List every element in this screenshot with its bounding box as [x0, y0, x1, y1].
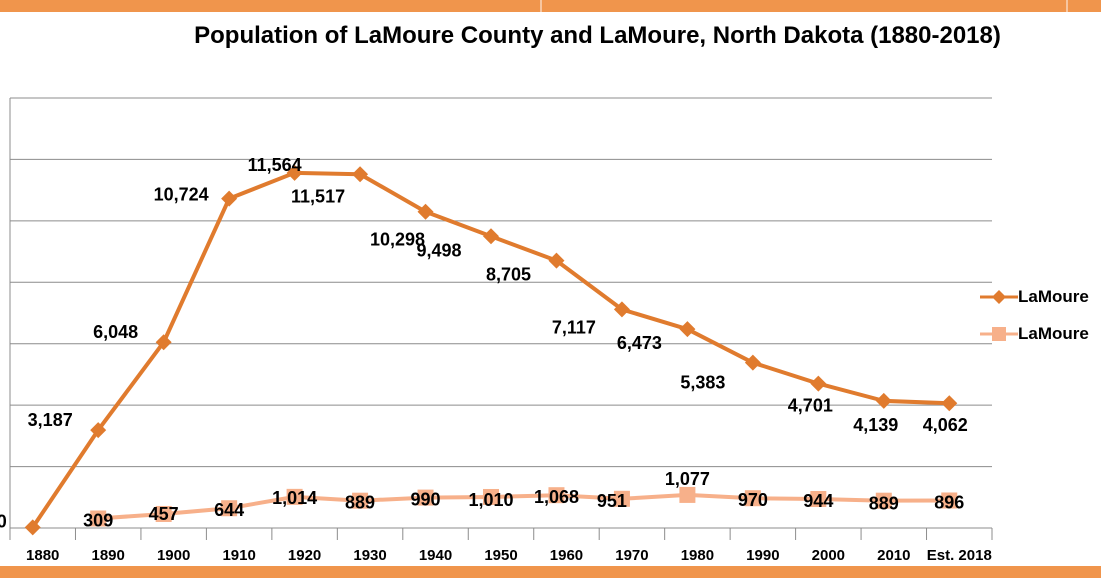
- data-label: 4,062: [923, 415, 968, 435]
- series-1: [24, 164, 958, 536]
- data-point: [352, 166, 369, 183]
- data-point: [286, 164, 303, 181]
- data-label: 889: [345, 493, 375, 513]
- data-label: 1,010: [468, 490, 513, 510]
- data-point: [875, 392, 892, 409]
- data-point: [417, 489, 434, 506]
- series-line: [98, 492, 950, 521]
- x-axis-ticks: [9, 528, 993, 540]
- data-point: [613, 490, 630, 507]
- data-point: [155, 505, 172, 522]
- series-2: [90, 486, 958, 527]
- data-label: 10,298: [370, 230, 425, 250]
- data-point: [941, 395, 958, 412]
- data-point: [548, 487, 565, 504]
- top-bar-separator: [1066, 0, 1068, 12]
- data-label: 3,187: [28, 410, 73, 430]
- x-tick-label: 1900: [157, 547, 190, 564]
- top-bar-separator: [540, 0, 542, 12]
- gridlines: [10, 97, 992, 529]
- series-line: [31, 170, 950, 529]
- x-tick-label: 1940: [419, 547, 452, 564]
- data-label: 990: [411, 490, 441, 510]
- x-tick-label: 1990: [746, 547, 779, 564]
- data-label: 889: [869, 494, 899, 514]
- data-point: [90, 422, 107, 439]
- chart-title: Population of LaMoure County and LaMoure…: [194, 22, 1001, 49]
- data-label: 6,473: [617, 333, 662, 353]
- data-labels: 20 3,187 6,048 10,724 11,564 11,517 10,2989,49…: [0, 155, 968, 532]
- data-label: 457: [149, 504, 179, 524]
- data-label: 1,068: [534, 487, 579, 507]
- x-tick-label: 1920: [288, 547, 321, 564]
- data-label: 4,701: [788, 396, 833, 416]
- data-label: 7,117: [552, 317, 596, 337]
- data-point: [24, 519, 41, 536]
- data-label: 1,014: [272, 488, 317, 508]
- data-label: 8,705: [486, 265, 531, 285]
- data-label: 1,077: [665, 469, 710, 489]
- x-tick-label: Est. 2018: [927, 547, 992, 564]
- x-tick-label: 1930: [353, 547, 386, 564]
- data-label: 11,564: [248, 155, 302, 175]
- data-point: [679, 486, 696, 503]
- x-tick-label: 1970: [615, 547, 648, 564]
- legend-marker-diamond: [980, 290, 1018, 304]
- data-point: [90, 510, 107, 527]
- x-tick-label: 1980: [681, 547, 714, 564]
- data-point: [810, 491, 827, 508]
- legend-item-series-1: LaMoure: [980, 285, 1089, 309]
- data-point: [483, 228, 499, 245]
- bottom-accent-bar: [0, 566, 1101, 578]
- data-label: 970: [738, 490, 768, 510]
- data-point: [548, 252, 565, 269]
- data-label: 6,048: [93, 322, 138, 342]
- data-label: 5,383: [680, 373, 725, 393]
- data-point: [679, 321, 696, 338]
- data-point: [875, 492, 892, 509]
- x-tick-label: 1880: [26, 547, 59, 564]
- data-label: 10,724: [154, 185, 209, 205]
- data-label: 9,498: [416, 240, 461, 260]
- x-tick-labels: 1880 1890 1900 1910 1920 1930 1940 1950 1960 1970…: [26, 547, 992, 564]
- data-point: [744, 354, 761, 371]
- legend-label-series-2: LaMoure: [1018, 324, 1089, 343]
- data-label: 951: [597, 491, 627, 511]
- data-point: [941, 492, 958, 509]
- x-tick-label: 1950: [484, 547, 517, 564]
- data-point: [810, 375, 827, 392]
- top-accent-bar: [0, 0, 1101, 12]
- x-tick-label: 1890: [92, 547, 125, 564]
- legend-item-series-2: LaMoure: [980, 322, 1089, 346]
- data-label: 4,139: [853, 415, 898, 435]
- data-point: [221, 190, 238, 207]
- data-point: [221, 500, 238, 517]
- data-label: 20: [0, 511, 7, 531]
- x-tick-label: 1910: [222, 547, 255, 564]
- data-point: [744, 490, 761, 507]
- data-label: 896: [934, 492, 964, 512]
- data-point: [352, 492, 369, 509]
- x-tick-label: 2010: [877, 547, 910, 564]
- data-point: [155, 334, 172, 351]
- data-point: [483, 488, 499, 505]
- x-tick-label: 1960: [550, 547, 583, 564]
- legend-marker-square: [980, 327, 1018, 341]
- x-tick-label: 2000: [812, 547, 845, 564]
- data-label: 309: [83, 511, 113, 531]
- data-label: 944: [803, 491, 833, 511]
- data-point: [286, 488, 303, 505]
- data-label: 644: [214, 500, 244, 520]
- data-point: [417, 203, 434, 220]
- legend-label-series-1: LaMoure: [1018, 287, 1089, 306]
- data-point: [613, 301, 630, 318]
- data-label: 11,517: [291, 186, 345, 206]
